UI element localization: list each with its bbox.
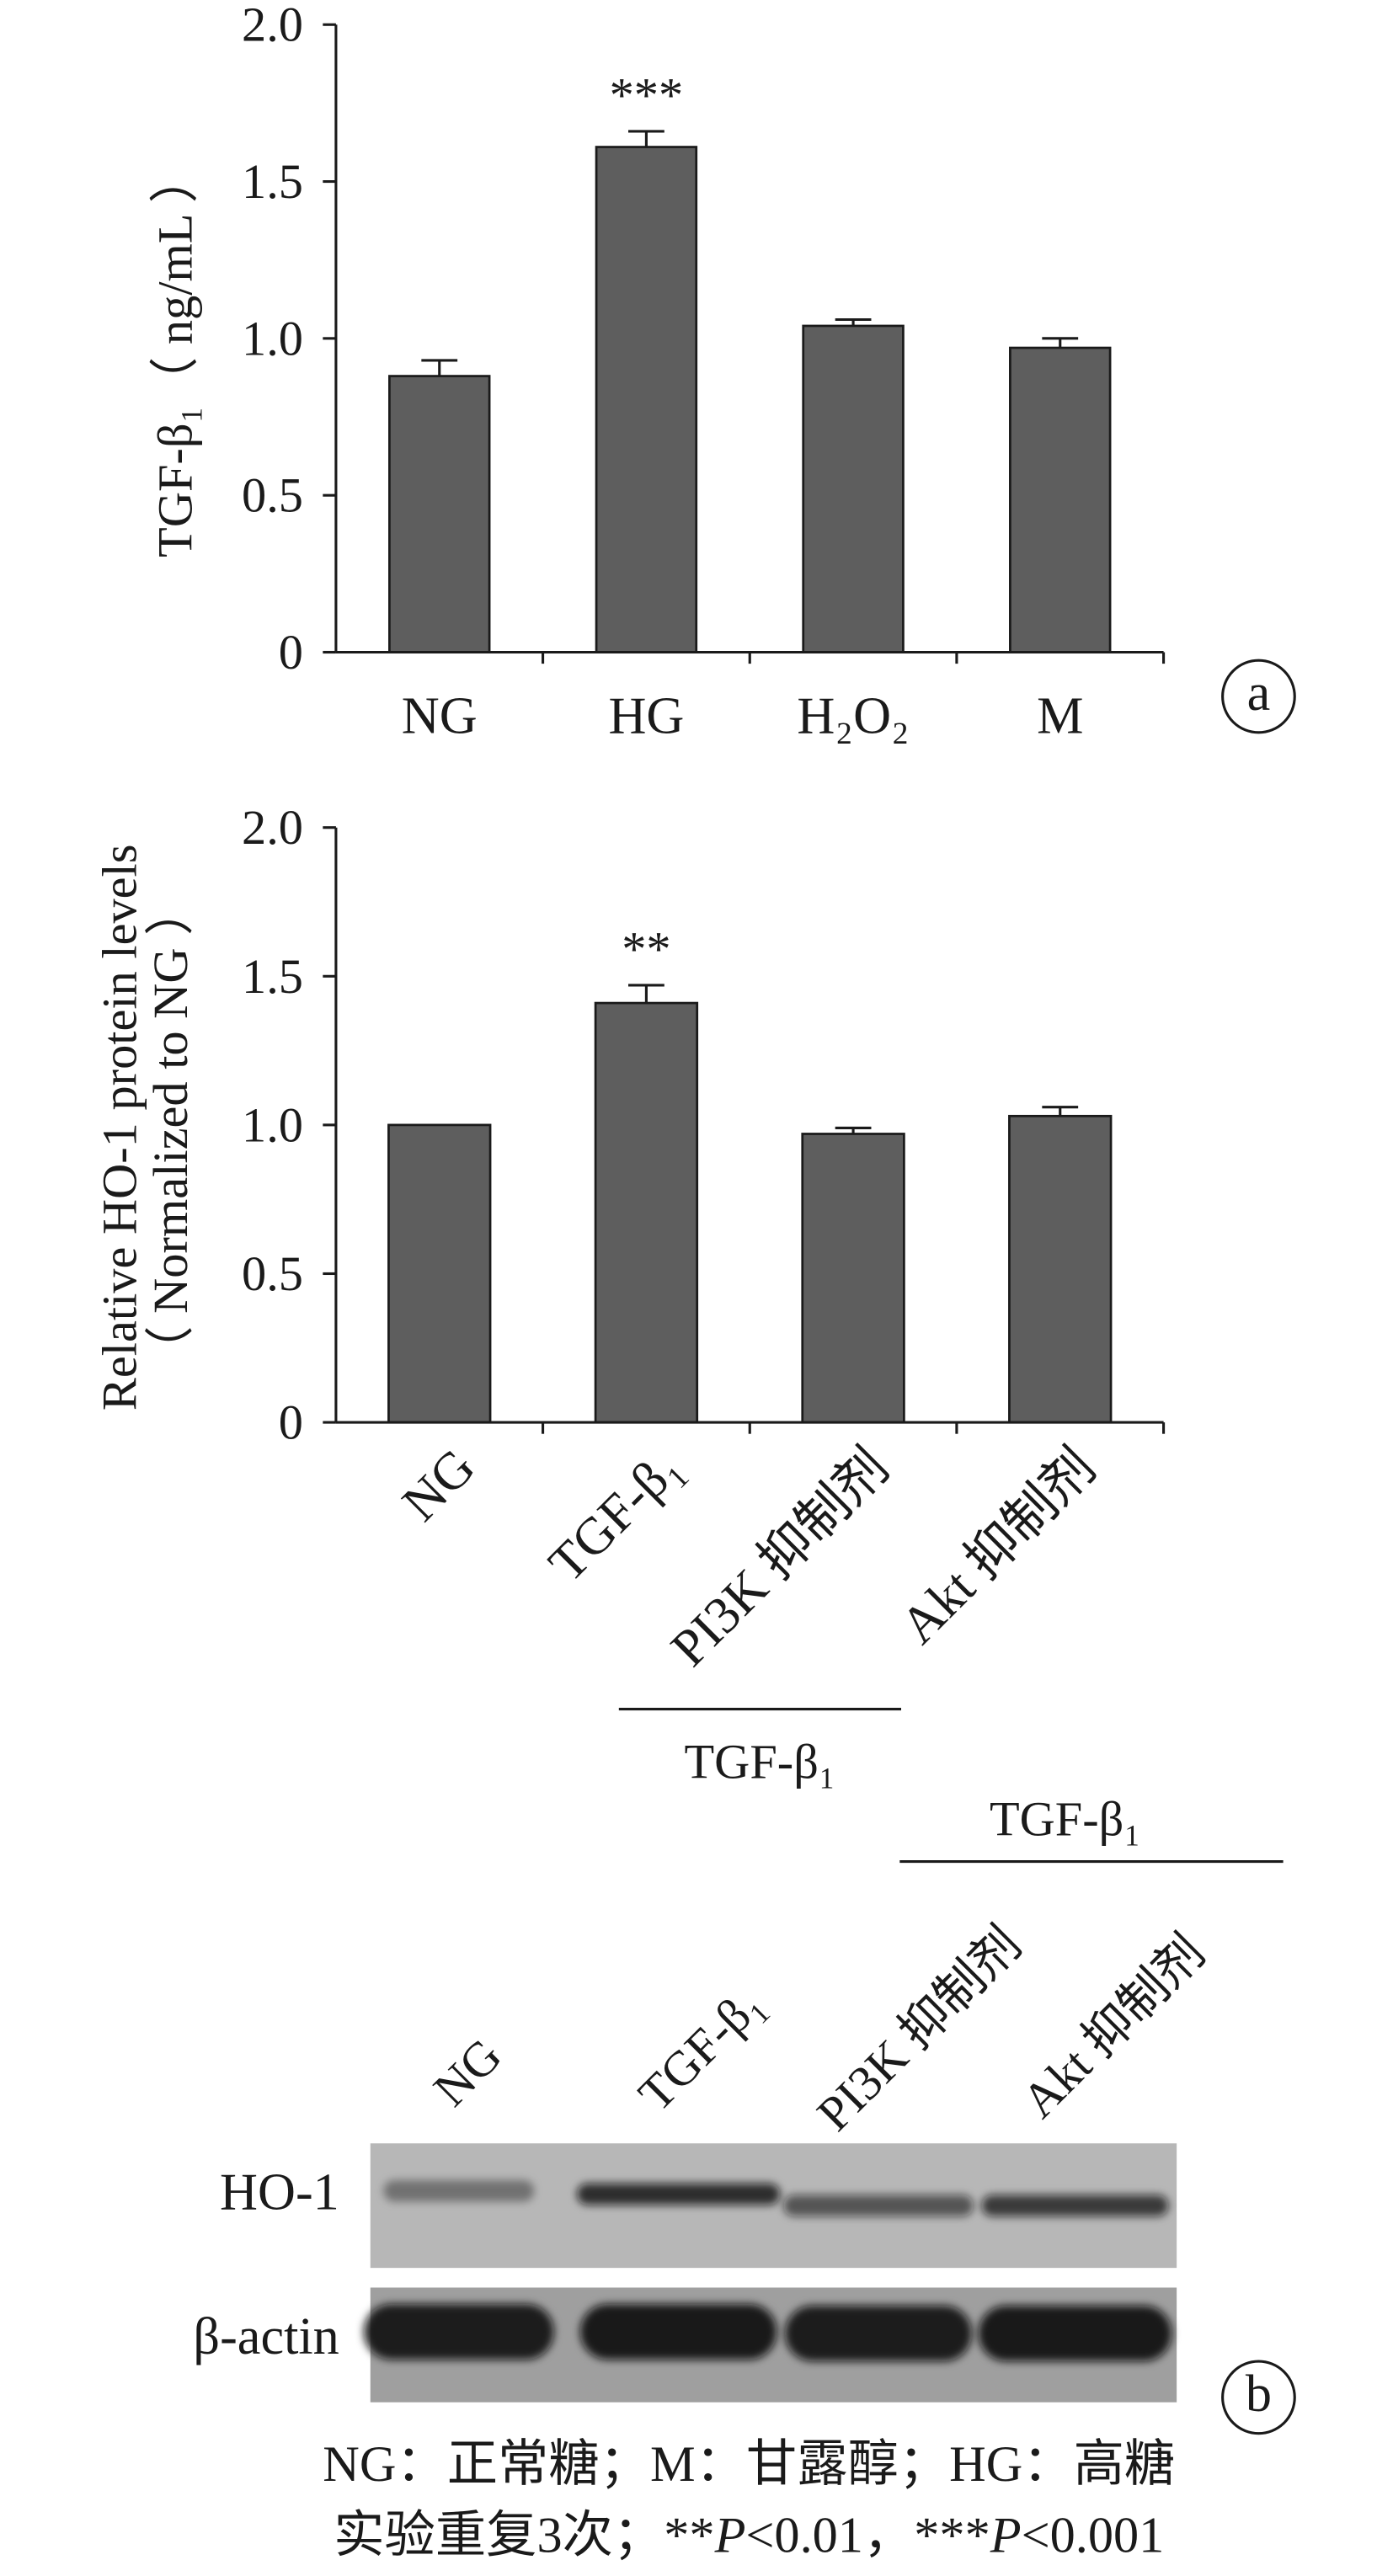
blot-band xyxy=(363,2303,554,2360)
chart-a-error-bar-2 xyxy=(628,130,664,147)
blot-group-label: TGF-β₁ xyxy=(990,1791,1141,1846)
chart-b-significance-mark: ** xyxy=(622,922,670,977)
panel-label-text: b xyxy=(1246,2365,1272,2423)
chart-a-significance-mark: *** xyxy=(610,68,684,123)
chart-b-error-bar-4 xyxy=(1042,1106,1079,1117)
chart-b: Relative HO-1 protein levels （ Normalize… xyxy=(93,800,1166,1789)
chart-a-y-tick-label: 2.0 xyxy=(242,0,303,52)
chart-b-category-label: PI3K 抑制剂 xyxy=(660,1438,899,1677)
blot-band xyxy=(785,2305,972,2362)
blot-lane-label: PI3K 抑制剂 xyxy=(807,1917,1032,2141)
chart-b-y-tick-label: 1.5 xyxy=(242,949,303,1004)
chart-b-bar-3 xyxy=(801,1133,905,1424)
footnote-statistics: 实验重复3次；**P<0.01，***P<0.001 xyxy=(334,2507,1164,2563)
panel-label-text: a xyxy=(1247,664,1271,722)
chart-b-y-tick-label: 0.5 xyxy=(242,1246,303,1301)
chart-b-category-label: NG xyxy=(392,1438,486,1533)
chart-b-y-tick-label: 0 xyxy=(279,1395,303,1450)
panel-label-circle xyxy=(1221,2360,1296,2435)
blot-lane-label: Akt 抑制剂 xyxy=(1011,1924,1215,2128)
blot-row-label: β-actin xyxy=(193,2308,339,2365)
blot-row-ho-1: HO-1 xyxy=(220,2143,1177,2269)
chart-a-category-label: M xyxy=(1037,687,1083,744)
chart-b-group-label: TGF-β₁ xyxy=(685,1734,836,1789)
chart-a-bar-1 xyxy=(388,375,491,653)
chart-a-error-bar-3 xyxy=(835,317,872,326)
chart-a-bar-4 xyxy=(1009,346,1112,653)
blot-lane-label: TGF-β₁ xyxy=(627,1976,773,2121)
chart-a-y-tick-label: 1.5 xyxy=(242,154,303,209)
chart-b-bar-1 xyxy=(387,1123,492,1424)
chart-b-y-tick-label: 1.0 xyxy=(242,1097,303,1152)
chart-b-category-label: TGF-β₁ xyxy=(538,1438,693,1593)
chart-b-error-bar-3 xyxy=(835,1126,872,1134)
chart-b-y-tick-label: 2.0 xyxy=(242,800,303,855)
chart-b-category-label: Akt 抑制剂 xyxy=(890,1438,1107,1655)
blot-band xyxy=(981,2195,1169,2216)
chart-b-bar-2 xyxy=(594,1001,699,1424)
chart-b-y-axis-label-line-2: （ Normalized to NG ） xyxy=(143,887,198,1375)
blot-band xyxy=(978,2305,1172,2362)
chart-b-y-axis-label-line-1: Relative HO-1 protein levels xyxy=(93,845,147,1411)
chart-a-bar-2 xyxy=(595,146,698,653)
chart-a-category-label: H₂O₂ xyxy=(797,687,909,744)
blot-band xyxy=(783,2195,974,2216)
chart-b-error-bar-2 xyxy=(628,984,664,1004)
blot-band xyxy=(579,2303,777,2360)
chart-a-y-tick-label: 1.0 xyxy=(242,311,303,365)
panel-label-a: a xyxy=(1221,659,1296,734)
blot-row-beta-actin: β-actin xyxy=(193,2287,1177,2403)
blot-row-label: HO-1 xyxy=(220,2164,339,2221)
blot-band xyxy=(576,2183,781,2205)
chart-a-y-tick-label: 0.5 xyxy=(242,468,303,523)
footnote-abbreviations: NG：正常糖；M：甘露醇；HG：高糖 xyxy=(323,2436,1175,2493)
chart-a-bar-3 xyxy=(802,324,905,653)
panel-label-circle xyxy=(1221,659,1296,734)
chart-a-error-bar-1 xyxy=(421,359,458,376)
panel-label-b: b xyxy=(1221,2360,1296,2435)
chart-a: TGF-β₁（ ng/mL ） *** 0 0.5 1.0 1.5 2.0 NG HG H₂O₂… xyxy=(148,0,1166,744)
chart-a-y-axis-label: TGF-β₁（ ng/mL ） xyxy=(148,154,203,557)
chart-a-y-tick-label: 0 xyxy=(279,625,303,680)
figure-footnotes: NG：正常糖；M：甘露醇；HG：高糖 实验重复3次；**P<0.01，***P<… xyxy=(323,2436,1175,2563)
chart-a-error-bar-4 xyxy=(1042,337,1079,349)
blot-band xyxy=(383,2180,535,2202)
chart-b-bar-4 xyxy=(1008,1114,1113,1424)
chart-a-category-label: HG xyxy=(608,687,684,744)
blot-lane-label: NG xyxy=(423,2028,512,2117)
chart-a-category-label: NG xyxy=(402,687,478,744)
